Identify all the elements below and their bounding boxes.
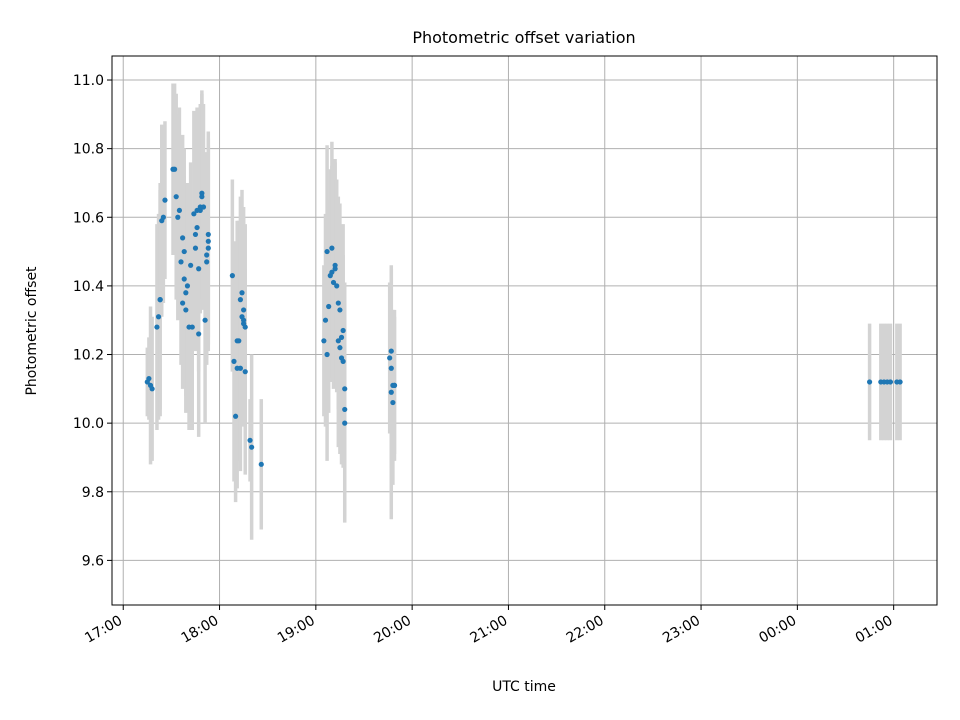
data-point [204,259,210,265]
data-point [237,297,244,303]
data-point [249,444,255,450]
data-point [155,314,162,320]
data-point [196,331,202,337]
data-point [154,324,160,330]
data-point [231,358,237,364]
data-point [171,166,178,172]
y-tick-label: 9.8 [82,485,104,501]
y-tick-label: 10.6 [73,210,104,226]
data-point [335,300,341,306]
data-point [200,204,207,210]
data-point [866,379,873,385]
data-point [330,279,337,286]
data-point [181,248,187,255]
data-point [342,406,348,413]
data-point [390,399,396,406]
y-axis-label: Photometric offset [24,266,40,396]
data-point [229,273,235,279]
data-point [160,214,166,220]
data-point [196,266,202,272]
y-tick-label: 11.0 [73,73,104,89]
data-point [387,355,393,361]
y-tick-label: 10.2 [73,348,104,364]
data-point [241,307,247,313]
data-point [178,259,184,265]
data-point [329,245,335,251]
data-point [176,207,183,214]
data-point [237,365,244,371]
data-point [236,338,242,344]
data-point [175,214,181,220]
chart-title: Photometric offset variation [412,28,635,47]
data-point [337,307,343,313]
plot-frame [111,55,938,606]
data-point [183,307,189,313]
data-point [188,262,194,268]
data-point [162,197,168,203]
data-point [324,351,330,358]
data-point [258,461,264,467]
y-tick-label: 10.4 [73,279,104,295]
data-point [180,300,186,306]
data-points [144,166,903,467]
data-point [887,379,894,385]
data-point [334,283,340,289]
data-point [342,420,348,426]
data-point [391,382,398,388]
data-point [205,245,211,251]
data-point [192,245,199,251]
data-point [332,262,338,268]
data-point [183,290,189,296]
data-point [338,334,345,340]
data-point [239,290,245,296]
data-point [388,348,394,354]
data-point [322,317,329,323]
y-axis-ticks: 9.6 9.8 10.0 10.2 10.4 10.6 10.8 11.0 [73,73,112,569]
data-point [241,317,247,323]
data-point [342,386,348,392]
data-point [149,386,155,392]
data-point [340,327,346,334]
data-point [340,358,346,364]
data-point [204,252,210,258]
data-point [205,231,211,238]
data-point [388,389,394,395]
data-point [337,345,343,351]
data-point [173,194,179,200]
data-point [157,297,163,303]
data-point [192,231,199,238]
data-point [189,324,195,330]
data-point [247,437,253,443]
data-point [194,224,200,231]
data-point [202,317,208,323]
data-point [180,235,186,241]
data-point [184,283,191,289]
data-point [242,369,248,375]
y-tick-label: 10.0 [73,416,104,432]
data-point [321,338,327,344]
y-tick-label: 9.6 [82,553,104,569]
data-point [146,375,152,382]
data-point [199,194,205,200]
data-point [388,365,394,371]
data-point [329,269,335,275]
data-point [232,413,239,419]
y-tick-label: 10.8 [73,142,104,158]
data-point [191,211,197,217]
x-axis-label: UTC time [492,679,556,695]
data-point [181,276,187,282]
data-point [897,379,903,385]
data-point [324,248,330,255]
data-point [335,338,341,344]
data-point [205,238,211,244]
data-point [242,324,248,330]
data-point [326,303,332,310]
